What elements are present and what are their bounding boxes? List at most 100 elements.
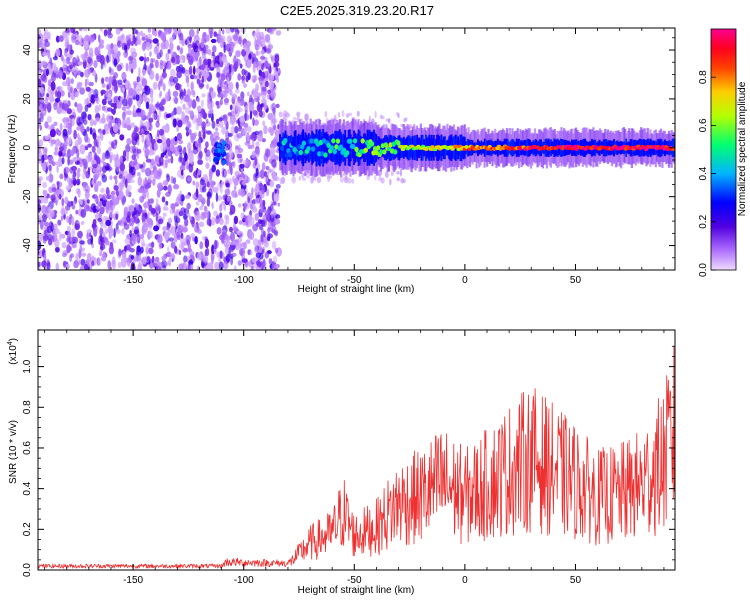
noise-speckle [56,105,63,115]
noise-speckle [58,35,64,42]
spectral-blob [220,145,225,151]
signal-band [291,136,294,159]
noise-speckle [61,157,65,165]
noise-speckle [143,56,147,66]
noise-speckle [224,188,231,196]
noise-speckle [100,63,104,70]
noise-speckle [254,156,257,167]
noise-speckle [71,33,76,43]
noise-speckle [55,246,60,253]
noise-speckle [196,265,200,270]
noise-speckle [146,56,150,62]
noise-speckle [96,146,102,155]
noise-speckle [243,127,248,135]
noise-speckle [50,222,54,232]
noise-speckle [249,134,254,140]
noise-speckle [155,203,161,214]
noise-speckle [202,109,206,120]
colorbar-tick-label: 0.8 [698,70,709,84]
signal-band [316,134,319,161]
noise-speckle [108,146,112,152]
noise-speckle [111,141,115,149]
noise-speckle [234,100,241,110]
noise-speckle [258,247,263,253]
noise-speckle [79,87,85,95]
noise-speckle [234,28,239,33]
noise-speckle [162,60,167,67]
signal-band [283,135,286,161]
noise-speckle [52,56,58,61]
noise-speckle [396,177,400,182]
noise-speckle [68,123,73,128]
noise-speckle [74,91,78,97]
noise-speckle [142,68,146,76]
snr-panel: -150 -100 -50 0 50 0.0 0.2 0.4 0.6 0.8 1.0 Height … [7,329,676,596]
noise-speckle [339,176,344,183]
noise-speckle [179,55,185,64]
noise-speckle [211,120,216,129]
noise-speckle [107,107,113,112]
noise-speckle [186,101,192,106]
noise-speckle [184,94,191,103]
noise-speckle [169,42,174,51]
noise-speckle [111,75,117,86]
noise-speckle [128,204,135,215]
noise-speckle [192,180,196,186]
noise-speckle [128,100,132,108]
noise-speckle [182,103,186,110]
noise-speckle [405,117,408,122]
noise-speckle [207,91,210,102]
colorbar [710,28,737,271]
noise-speckle [109,48,115,53]
noise-speckle [277,249,281,256]
noise-speckle [99,251,102,257]
noise-speckle [133,226,140,235]
noise-speckle [104,150,111,160]
noise-speckle [140,109,146,120]
noise-speckle [56,90,62,100]
noise-speckle [57,219,62,226]
noise-speckle [79,265,85,270]
noise-speckle [228,150,234,159]
noise-speckle [131,51,138,58]
noise-speckle [195,181,200,188]
noise-speckle [183,255,188,263]
noise-speckle [211,164,216,173]
noise-speckle [231,101,236,112]
noise-speckle [195,188,199,198]
noise-speckle [249,110,253,120]
noise-speckle [235,50,241,58]
noise-speckle [207,262,213,270]
noise-speckle [211,202,214,209]
noise-speckle [247,72,251,81]
noise-speckle [233,215,239,225]
noise-speckle [224,245,229,255]
noise-speckle [75,188,80,195]
noise-speckle [247,144,253,150]
noise-speckle [87,167,91,175]
x-tick-label: -100 [234,575,254,586]
noise-speckle [258,183,262,189]
noise-speckle [150,57,154,68]
noise-speckle [223,204,227,211]
noise-speckle [182,224,188,233]
noise-speckle [241,68,246,76]
noise-speckle [98,193,103,199]
noise-speckle [50,73,57,82]
noise-speckle [226,35,232,44]
y-tick-label: 0.6 [22,441,33,455]
noise-speckle [277,202,281,207]
noise-speckle [99,119,102,124]
noise-speckle [263,171,268,177]
noise-speckle [59,123,63,131]
noise-speckle [69,166,74,174]
noise-speckle [206,210,210,220]
noise-speckle [241,258,248,263]
noise-speckle [189,251,195,256]
noise-speckle [251,187,254,195]
noise-speckle [155,212,159,223]
noise-speckle [260,219,266,227]
noise-speckle [168,257,172,267]
noise-speckle [86,232,89,240]
noise-speckle [141,134,145,143]
